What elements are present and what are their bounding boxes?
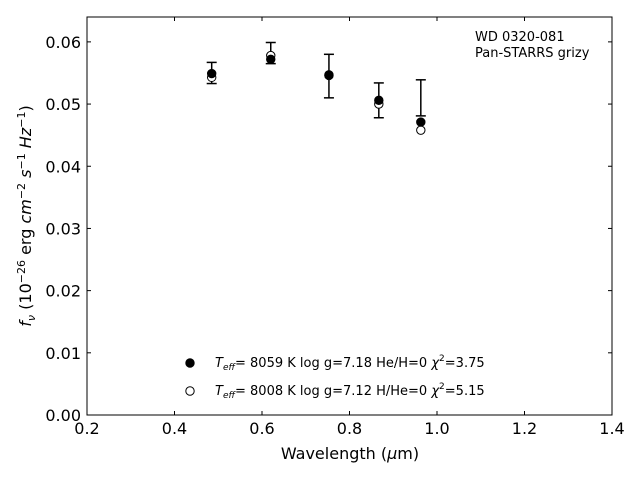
x-tick-label: 1.4 bbox=[599, 419, 624, 438]
x-tick-label: 0.2 bbox=[74, 419, 99, 438]
y-tick-label: 0.04 bbox=[45, 157, 81, 176]
point-filled bbox=[416, 117, 426, 127]
x-tick-label: 0.8 bbox=[337, 419, 362, 438]
x-tick-label: 1.2 bbox=[512, 419, 537, 438]
y-tick-label: 0.05 bbox=[45, 95, 81, 114]
annotation-survey: Pan-STARRS grizy bbox=[475, 46, 590, 61]
y-tick-label: 0.01 bbox=[45, 344, 81, 363]
data-markers bbox=[206, 50, 426, 135]
point-filled bbox=[324, 70, 334, 80]
legend-entry-1: Teff= 8059 K log g=7.18 He/H=0 χ2=3.75 bbox=[215, 354, 485, 373]
x-axis-label: Wavelength (μm) bbox=[281, 444, 419, 463]
y-tick-label: 0.06 bbox=[45, 33, 81, 52]
x-tick-label: 1.0 bbox=[424, 419, 449, 438]
x-tick-label: 0.4 bbox=[162, 419, 187, 438]
x-tick-label: 0.6 bbox=[249, 419, 274, 438]
legend-marker-open bbox=[185, 386, 195, 396]
legend-marker-filled bbox=[185, 358, 195, 368]
point-filled bbox=[266, 54, 276, 64]
point-filled bbox=[206, 68, 217, 79]
legend: Teff= 8059 K log g=7.18 He/H=0 χ2=3.75 T… bbox=[185, 354, 485, 401]
point-filled bbox=[374, 95, 384, 106]
axis-ticks: 0.2 0.4 0.6 0.8 1.0 1.2 1.4 0.00 0.01 0.02 0.03 0.0… bbox=[45, 17, 625, 438]
y-tick-label: 0.00 bbox=[45, 406, 81, 425]
y-axis-label: fν (10−26 erg cm−2 s−1 Hz−1) bbox=[15, 105, 38, 326]
annotation-object: WD 0320-081 bbox=[475, 30, 565, 45]
point-open bbox=[416, 125, 426, 135]
y-tick-label: 0.02 bbox=[45, 282, 81, 301]
legend-entry-2: Teff= 8008 K log g=7.12 H/He=0 χ2=5.15 bbox=[215, 382, 485, 401]
y-tick-label: 0.03 bbox=[45, 219, 81, 238]
